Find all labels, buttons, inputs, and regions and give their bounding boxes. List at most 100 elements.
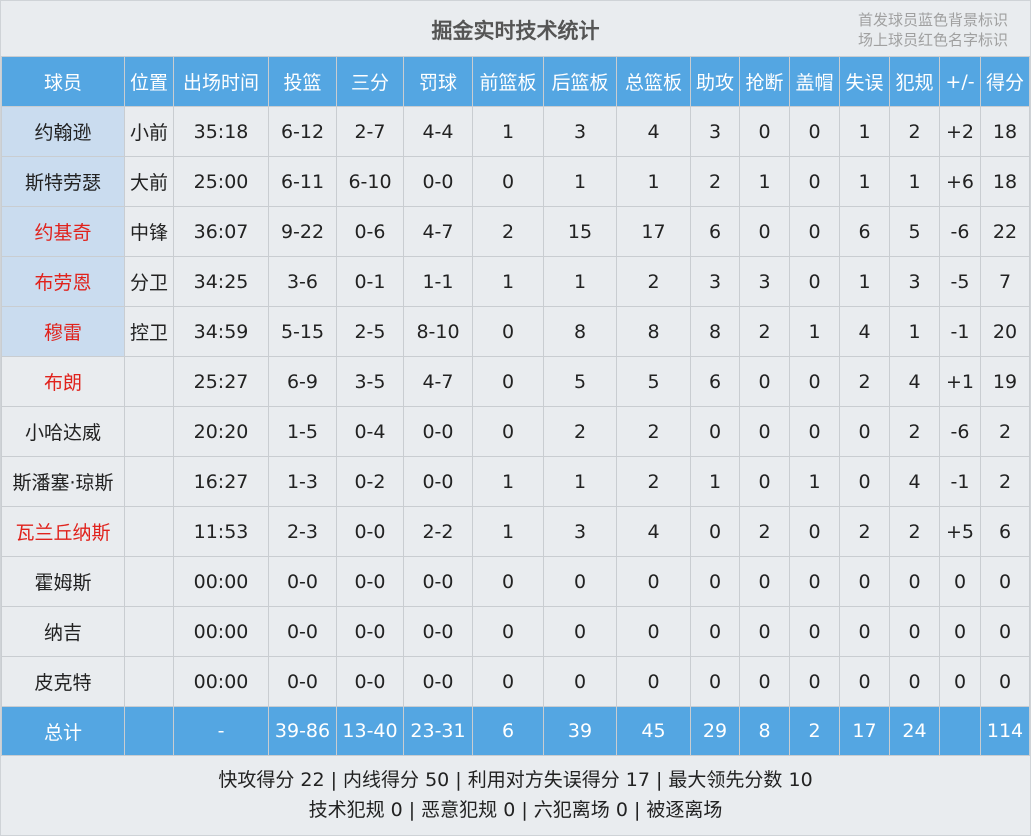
column-header[interactable]: 三分 — [336, 56, 404, 107]
stat-cell: 4-7 — [403, 356, 473, 407]
stat-cell: 5 — [616, 356, 691, 407]
stat-cell: 00:00 — [173, 656, 269, 707]
summary-line-1: 快攻得分 22 | 内线得分 50 | 利用对方失误得分 17 | 最大领先分数… — [218, 769, 813, 791]
stat-cell — [124, 556, 174, 607]
column-header[interactable]: 得分 — [980, 56, 1030, 107]
stat-cell: 16:27 — [173, 456, 269, 507]
stat-cell: 0 — [472, 606, 544, 657]
column-header[interactable]: 位置 — [124, 56, 174, 107]
stat-cell: 0 — [939, 606, 981, 657]
column-header[interactable]: 罚球 — [403, 56, 473, 107]
stat-cell: 0 — [980, 556, 1030, 607]
table-row: 斯潘塞·琼斯 16:27 1-3 0-2 0-0 1 1 2 1 0 1 0 4 -1 2 — [1, 456, 1030, 507]
stat-cell: 0 — [739, 606, 790, 657]
stat-cell: 0 — [739, 106, 790, 157]
player-name[interactable]: 霍姆斯 — [1, 556, 125, 607]
summary-line-2: 技术犯规 0 | 恶意犯规 0 | 六犯离场 0 | 被逐离场 — [308, 799, 723, 821]
stat-cell: 分卫 — [124, 256, 174, 307]
stat-cell: 3 — [543, 506, 617, 557]
stat-cell: 4-7 — [403, 206, 473, 257]
stat-cell: 大前 — [124, 156, 174, 207]
stat-cell: 2 — [839, 506, 890, 557]
total-cell — [939, 706, 981, 756]
stat-cell — [124, 656, 174, 707]
stat-cell: 4-4 — [403, 106, 473, 157]
stat-cell: 0 — [472, 356, 544, 407]
stat-cell: 1 — [839, 256, 890, 307]
legend-starter: 首发球员蓝色背景标识 — [857, 11, 1008, 29]
stat-cell: 1 — [472, 506, 544, 557]
stat-cell: 0-0 — [403, 556, 473, 607]
player-name[interactable]: 斯潘塞·琼斯 — [1, 456, 125, 507]
stat-cell: 0 — [839, 406, 890, 457]
total-cell: 23-31 — [403, 706, 473, 756]
column-header[interactable]: 抢断 — [739, 56, 790, 107]
stat-cell: 8 — [543, 306, 617, 357]
total-cell: 2 — [789, 706, 840, 756]
player-name[interactable]: 瓦兰丘纳斯 — [1, 506, 125, 557]
player-name[interactable]: 斯特劳瑟 — [1, 156, 125, 207]
stat-cell: 0-2 — [336, 456, 404, 507]
player-name[interactable]: 小哈达威 — [1, 406, 125, 457]
stat-cell: 2 — [889, 406, 940, 457]
stat-cell: 3 — [889, 256, 940, 307]
stat-cell: 0 — [616, 656, 691, 707]
stat-cell: 8-10 — [403, 306, 473, 357]
table-row: 布朗 25:27 6-9 3-5 4-7 0 5 5 6 0 0 2 4 +1 19 — [1, 356, 1030, 407]
player-name[interactable]: 皮克特 — [1, 656, 125, 707]
stat-cell: 1 — [543, 156, 617, 207]
stat-cell: 6-12 — [268, 106, 337, 157]
player-name[interactable]: 约翰逊 — [1, 106, 125, 157]
stat-cell: 25:27 — [173, 356, 269, 407]
stat-cell: 6 — [690, 206, 740, 257]
total-cell: 6 — [472, 706, 544, 756]
column-header[interactable]: 失误 — [839, 56, 890, 107]
table-row: 纳吉 00:00 0-0 0-0 0-0 0 0 0 0 0 0 0 0 0 0 — [1, 606, 1030, 657]
column-header[interactable]: 出场时间 — [173, 56, 269, 107]
stat-cell: 4 — [616, 106, 691, 157]
stat-cell: 3 — [690, 106, 740, 157]
total-cell: 39 — [543, 706, 617, 756]
stat-cell: 0 — [616, 606, 691, 657]
stat-cell: 9-22 — [268, 206, 337, 257]
stat-cell: 0 — [543, 556, 617, 607]
title-text: 掘金实时技术统计 — [431, 19, 600, 43]
stat-cell: 0 — [739, 456, 790, 507]
stat-cell: 0 — [789, 406, 840, 457]
player-name[interactable]: 布朗 — [1, 356, 125, 407]
stat-cell: 17 — [616, 206, 691, 257]
player-name[interactable]: 纳吉 — [1, 606, 125, 657]
stat-cell: 2 — [616, 456, 691, 507]
legend-on-court: 场上球员红色名字标识 — [857, 31, 1008, 49]
column-header[interactable]: 前篮板 — [472, 56, 544, 107]
stat-cell: 1 — [472, 456, 544, 507]
stat-cell: 2 — [616, 256, 691, 307]
column-header[interactable]: 总篮板 — [616, 56, 691, 107]
stat-cell: 4 — [616, 506, 691, 557]
stat-cell — [124, 356, 174, 407]
column-header[interactable]: +/- — [939, 56, 981, 107]
stat-cell: 1 — [543, 256, 617, 307]
stat-cell: 0 — [889, 606, 940, 657]
stat-cell: 2-3 — [268, 506, 337, 557]
column-header[interactable]: 后篮板 — [543, 56, 617, 107]
column-header[interactable]: 投篮 — [268, 56, 337, 107]
stat-cell: 0 — [690, 656, 740, 707]
total-cell: 13-40 — [336, 706, 404, 756]
column-header[interactable]: 盖帽 — [789, 56, 840, 107]
player-name[interactable]: 布劳恩 — [1, 256, 125, 307]
stat-cell: 2 — [889, 106, 940, 157]
column-header[interactable]: 球员 — [1, 56, 125, 107]
stat-cell: 0 — [789, 656, 840, 707]
stat-cell: 20 — [980, 306, 1030, 357]
stat-cell: 3-5 — [336, 356, 404, 407]
player-name[interactable]: 穆雷 — [1, 306, 125, 357]
column-header[interactable]: 犯规 — [889, 56, 940, 107]
stat-cell: 2 — [739, 506, 790, 557]
total-cell: 总计 — [1, 706, 125, 756]
stat-cell: 4 — [889, 356, 940, 407]
player-name[interactable]: 约基奇 — [1, 206, 125, 257]
stat-cell: 0-0 — [403, 156, 473, 207]
stat-cell: 0-0 — [403, 456, 473, 507]
column-header[interactable]: 助攻 — [690, 56, 740, 107]
